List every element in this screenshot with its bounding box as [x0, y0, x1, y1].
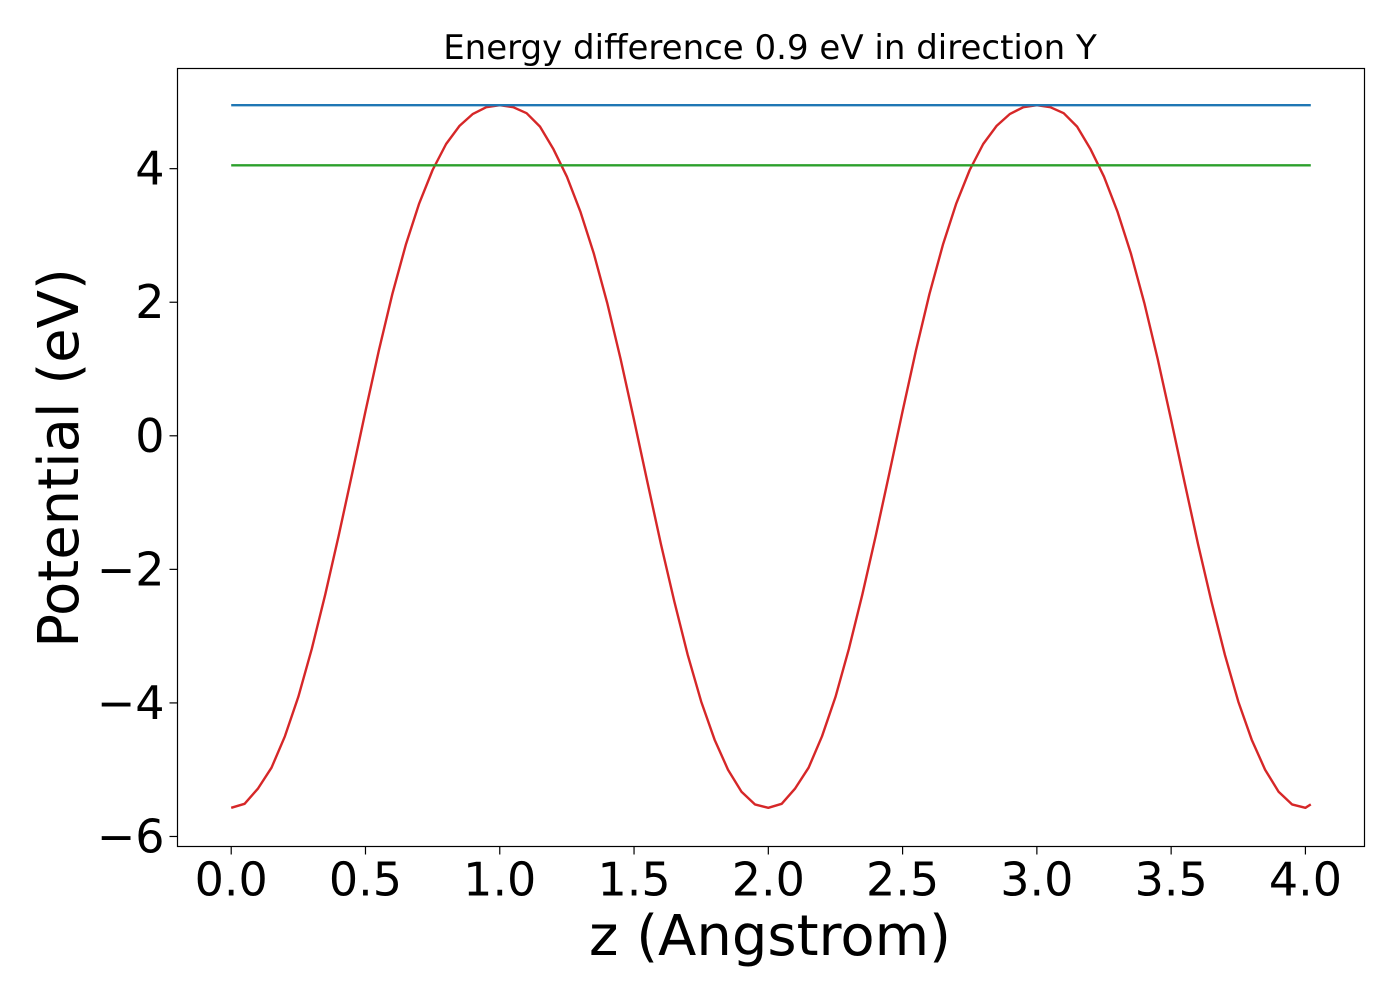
chart-title: Energy difference 0.9 eV in direction Y	[443, 28, 1097, 68]
x-axis: 0.0 0.5 1.0 1.5 2.0 2.5 3.0 3.5 4.0	[195, 846, 1342, 907]
y-tick-label: 4	[135, 142, 164, 196]
plot-frame	[176, 67, 1366, 848]
x-tick-label: 4.0	[1269, 853, 1342, 907]
y-axis: −6 −4 −2 0 2 4	[97, 142, 178, 863]
series-line-0	[230, 103, 1312, 809]
x-tick-label: 3.0	[1000, 853, 1073, 907]
x-tick-label: 0.5	[329, 853, 402, 907]
y-tick-label: −2	[97, 542, 165, 596]
y-tick-label: 2	[135, 275, 164, 329]
y-tick-label: −6	[97, 809, 165, 863]
series-layer	[230, 103, 1312, 809]
x-tick-label: 3.5	[1135, 853, 1208, 907]
x-tick-label: 2.5	[866, 853, 939, 907]
x-tick-label: 0.0	[195, 853, 268, 907]
y-axis-label: Potential (eV)	[27, 268, 92, 648]
x-tick-label: 2.0	[732, 853, 805, 907]
y-tick-label: 0	[135, 409, 164, 463]
x-tick-label: 1.5	[597, 853, 670, 907]
x-tick-label: 1.0	[463, 853, 536, 907]
y-tick-label: −4	[97, 676, 165, 730]
x-axis-label: z (Angstrom)	[589, 904, 951, 969]
